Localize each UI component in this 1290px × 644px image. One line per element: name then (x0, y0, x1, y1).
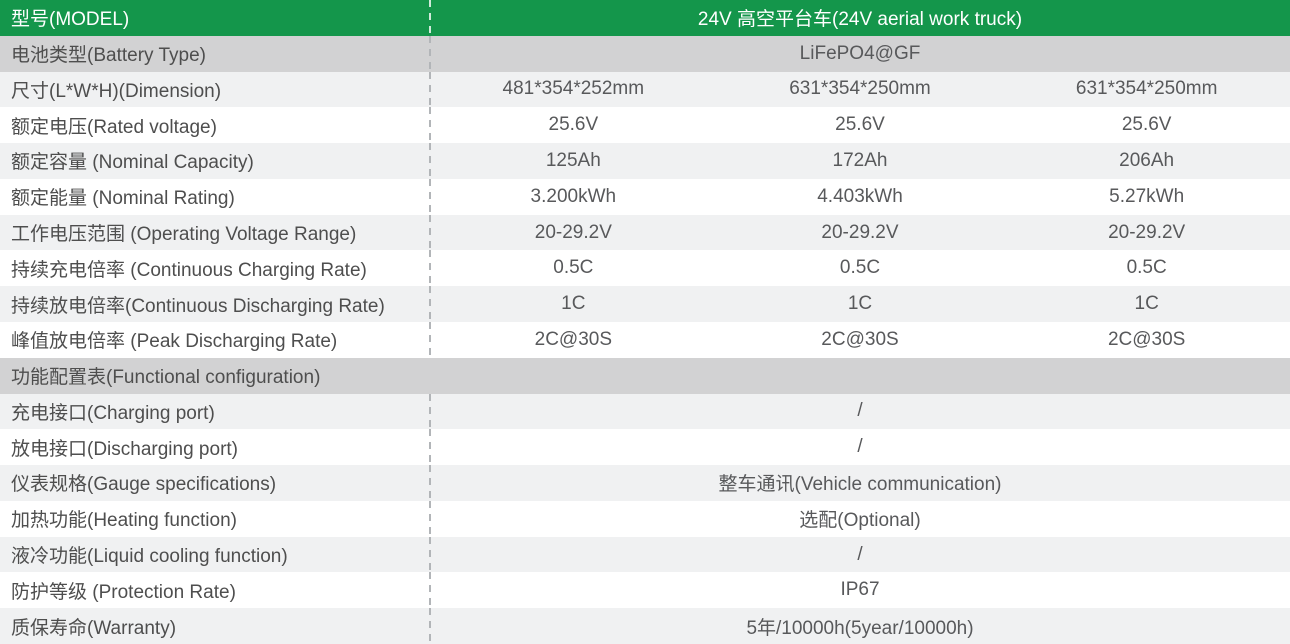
table-row-continuous-discharging-rate: 持续放电倍率(Continuous Discharging Rate) 1C 1… (0, 286, 1290, 322)
row-value-col3: 0.5C (1126, 257, 1167, 279)
row-label: 额定电压(Rated voltage) (11, 116, 217, 138)
row-values: 481*354*252mm 631*354*250mm 631*354*250m… (429, 71, 1290, 108)
table-row-gauge-specifications: 仪表规格(Gauge specifications) 整车通讯(Vehicle … (0, 465, 1290, 501)
table-row-peak-discharging-rate: 峰值放电倍率 (Peak Discharging Rate) 2C@30S 2C… (0, 322, 1290, 358)
table-row-dimension: 尺寸(L*W*H)(Dimension) 481*354*252mm 631*3… (0, 71, 1290, 108)
row-value-col2: 631*354*250mm (789, 78, 931, 100)
row-value-col3: 631*354*250mm (1075, 78, 1218, 100)
row-value: / (429, 393, 1290, 430)
row-value: 5年/10000h(5year/10000h) (429, 608, 1290, 644)
row-value-col2: 4.403kWh (817, 185, 903, 207)
row-value-col1: 125Ah (545, 149, 601, 171)
row-label: 放电接口(Discharging port) (11, 438, 238, 460)
table-row-warranty: 质保寿命(Warranty) 5年/10000h(5year/10000h) (0, 608, 1290, 644)
row-label: 液冷功能(Liquid cooling function) (11, 546, 288, 568)
model-header-value: 24V 高空平台车(24V aerial work truck) (429, 0, 1290, 36)
row-label: 质保寿命(Warranty) (11, 617, 177, 639)
row-value-col1: 20-29.2V (534, 221, 612, 243)
row-value-col2: 20-29.2V (821, 221, 899, 243)
row-label: 仪表规格(Gauge specifications) (11, 474, 277, 496)
row-values: 1C 1C 1C (429, 286, 1290, 322)
table-header-row: 型号(MODEL) 24V 高空平台车(24V aerial work truc… (0, 0, 1290, 36)
row-values: 3.200kWh 4.403kWh 5.27kWh (429, 178, 1290, 215)
row-value-col3: 1C (1134, 293, 1159, 315)
table-row-charging-port: 充电接口(Charging port) / (0, 393, 1290, 430)
row-value: / (429, 536, 1290, 573)
model-header-value-text: 24V 高空平台车(24V aerial work truck) (697, 9, 1023, 31)
row-value-col1: 0.5C (553, 257, 594, 279)
row-values: 0.5C 0.5C 0.5C (429, 250, 1290, 287)
row-value-col2: 1C (847, 293, 873, 315)
row-label: 持续充电倍率 (Continuous Charging Rate) (11, 259, 367, 281)
table-row-operating-voltage-range: 工作电压范围 (Operating Voltage Range) 20-29.2… (0, 214, 1290, 251)
row-value-col1: 25.6V (548, 114, 599, 136)
row-value-col3: 25.6V (1121, 114, 1172, 136)
row-value-col2: 0.5C (839, 257, 881, 279)
table-row-nominal-rating: 额定能量 (Nominal Rating) 3.200kWh 4.403kWh … (0, 178, 1290, 215)
row-value-col2: 2C@30S (821, 328, 899, 350)
table-row-battery-type: 电池类型(Battery Type) LiFePO4@GF (0, 35, 1290, 72)
row-label: 尺寸(L*W*H)(Dimension) (11, 80, 222, 102)
row-value: 选配(Optional) (429, 500, 1290, 537)
section-header-label: 功能配置表(Functional configuration) (11, 367, 321, 389)
table-row-liquid-cooling-function: 液冷功能(Liquid cooling function) / (0, 536, 1290, 573)
row-value-col3: 20-29.2V (1108, 221, 1186, 243)
table-row-nominal-capacity: 额定容量 (Nominal Capacity) 125Ah 172Ah 206A… (0, 143, 1290, 179)
table-row-discharging-port: 放电接口(Discharging port) / (0, 429, 1290, 466)
row-value-col1: 481*354*252mm (502, 78, 645, 100)
model-header-label: 型号(MODEL) (11, 9, 130, 31)
row-value: 整车通讯(Vehicle communication) (429, 465, 1290, 501)
row-value-col2: 25.6V (835, 114, 885, 136)
row-value: IP67 (429, 572, 1290, 609)
row-value: / (429, 429, 1290, 465)
table-row-rated-voltage: 额定电压(Rated voltage) 25.6V 25.6V 25.6V (0, 107, 1290, 144)
row-values: 125Ah 172Ah 206Ah (429, 143, 1290, 179)
section-header-row: 功能配置表(Functional configuration) (0, 357, 1290, 394)
row-values: 2C@30S 2C@30S 2C@30S (429, 322, 1290, 358)
row-label: 加热功能(Heating function) (11, 510, 237, 532)
table-row-protection-rate: 防护等级 (Protection Rate) IP67 (0, 572, 1290, 609)
table-row-heating-function: 加热功能(Heating function) 选配(Optional) (0, 500, 1290, 537)
row-values: 20-29.2V 20-29.2V 20-29.2V (429, 214, 1290, 251)
row-label: 防护等级 (Protection Rate) (11, 581, 236, 603)
table-row-continuous-charging-rate: 持续充电倍率 (Continuous Charging Rate) 0.5C 0… (0, 250, 1290, 287)
row-value-col1: 3.200kWh (530, 185, 617, 207)
row-value-col1: 1C (561, 293, 586, 315)
row-value: LiFePO4@GF (429, 35, 1290, 72)
row-label: 电池类型(Battery Type) (11, 45, 206, 67)
row-value-col3: 2C@30S (1107, 328, 1186, 350)
row-label: 持续放电倍率(Continuous Discharging Rate) (11, 295, 385, 317)
row-values: 25.6V 25.6V 25.6V (429, 107, 1290, 143)
row-label: 额定容量 (Nominal Capacity) (11, 152, 254, 174)
row-label: 工作电压范围 (Operating Voltage Range) (11, 224, 357, 246)
row-label: 充电接口(Charging port) (11, 402, 215, 424)
row-value-col3: 206Ah (1119, 149, 1175, 171)
row-label: 额定能量 (Nominal Rating) (11, 188, 235, 210)
row-value-col2: 172Ah (832, 149, 888, 171)
row-label: 峰值放电倍率 (Peak Discharging Rate) (11, 331, 338, 353)
row-value-col3: 5.27kWh (1109, 185, 1185, 207)
row-value-col1: 2C@30S (534, 328, 613, 350)
